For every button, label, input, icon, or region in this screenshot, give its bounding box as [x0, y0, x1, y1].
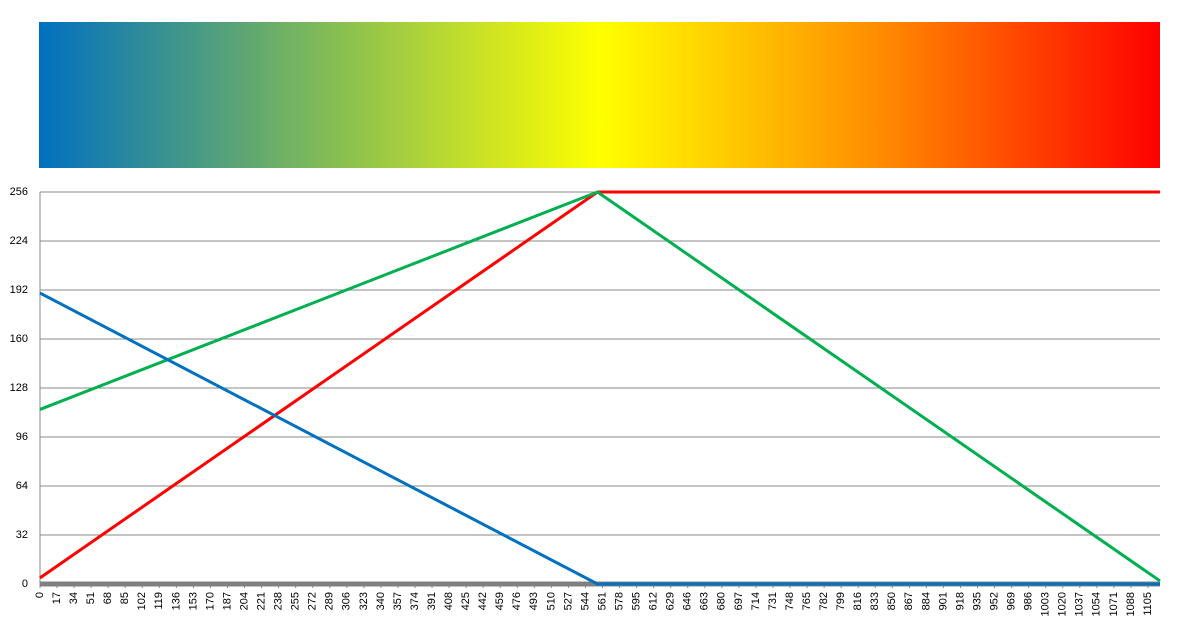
series-line [39, 291, 1160, 586]
x-tick-label: 170 [204, 592, 216, 610]
x-tick-label: 459 [494, 592, 506, 610]
y-tick-label: 224 [10, 235, 28, 247]
x-tick-label: 187 [221, 592, 233, 610]
x-tick-label: 204 [238, 592, 250, 610]
y-tick-label: 160 [10, 333, 28, 345]
series-line [39, 190, 1160, 580]
x-tick-label: 1003 [1040, 592, 1052, 616]
x-tick-label: 68 [102, 592, 114, 604]
y-tick-label: 64 [16, 480, 28, 492]
x-tick-label: 595 [631, 592, 643, 610]
x-tick-label: 799 [835, 592, 847, 610]
x-tick-label: 986 [1023, 592, 1035, 610]
x-tick-label: 1054 [1091, 592, 1103, 616]
x-tick-label: 17 [51, 592, 63, 604]
x-tick-label: 221 [255, 592, 267, 610]
x-tick-label: 578 [613, 592, 625, 610]
x-tick-label: 884 [920, 592, 932, 610]
x-tick-label: 1020 [1057, 592, 1069, 616]
x-tick-label: 357 [392, 592, 404, 610]
x-tick-label: 765 [801, 592, 813, 610]
x-tick-label: 952 [988, 592, 1000, 610]
x-tick-label: 510 [545, 592, 557, 610]
x-tick-label: 34 [68, 592, 80, 604]
x-tick-label: 867 [903, 592, 915, 610]
x-tick-label: 255 [290, 592, 302, 610]
x-tick-label: 425 [460, 592, 472, 610]
color-gradient [39, 22, 1160, 168]
x-tick-label: 833 [869, 592, 881, 610]
y-tick-label: 128 [10, 382, 28, 394]
x-tick-label: 561 [596, 592, 608, 610]
x-tick-label: 391 [426, 592, 438, 610]
x-tick-label: 646 [682, 592, 694, 610]
x-tick-label: 1088 [1125, 592, 1137, 616]
series-line [39, 190, 1161, 583]
x-tick-label: 1105 [1142, 592, 1154, 616]
x-tick-label: 408 [443, 592, 455, 610]
x-tick-label: 0 [34, 592, 46, 598]
x-tick-label: 272 [307, 592, 319, 610]
x-tick-label: 612 [648, 592, 660, 610]
x-tick-label: 544 [579, 592, 591, 610]
x-tick-label: 289 [324, 592, 336, 610]
x-tick-label: 748 [784, 592, 796, 610]
x-tick-label: 714 [750, 592, 762, 610]
x-tick-label: 663 [699, 592, 711, 610]
x-tick-label: 901 [937, 592, 949, 610]
x-tick-label: 850 [886, 592, 898, 610]
x-tick-label: 102 [136, 592, 148, 610]
x-tick-label: 935 [971, 592, 983, 610]
x-tick-label: 238 [273, 592, 285, 610]
x-tick-label: 969 [1006, 592, 1018, 610]
x-tick-label: 340 [375, 592, 387, 610]
x-tick-label: 816 [852, 592, 864, 610]
x-tick-label: 697 [733, 592, 745, 610]
x-tick-label: 629 [665, 592, 677, 610]
x-tick-label: 153 [187, 592, 199, 610]
y-tick-label: 256 [10, 186, 28, 198]
x-tick-label: 476 [511, 592, 523, 610]
x-tick-label: 85 [119, 592, 131, 604]
x-tick-label: 1037 [1074, 592, 1086, 616]
x-tick-label: 323 [358, 592, 370, 610]
x-tick-label: 918 [954, 592, 966, 610]
x-tick-label: 782 [818, 592, 830, 610]
x-tick-label: 680 [716, 592, 728, 610]
x-tick-label: 374 [409, 592, 421, 610]
y-tick-label: 0 [22, 578, 28, 590]
x-tick-label: 136 [170, 592, 182, 610]
y-tick-label: 96 [16, 431, 28, 443]
x-tick-label: 442 [477, 592, 489, 610]
x-tick-label: 493 [528, 592, 540, 610]
x-tick-label: 731 [767, 592, 779, 610]
y-tick-label: 192 [10, 284, 28, 296]
x-tick-label: 527 [562, 592, 574, 610]
x-tick-label: 306 [341, 592, 353, 610]
x-tick-label: 119 [153, 592, 165, 610]
y-tick-label: 32 [16, 529, 28, 541]
x-tick-label: 1071 [1108, 592, 1120, 616]
x-tick-label: 51 [85, 592, 97, 604]
